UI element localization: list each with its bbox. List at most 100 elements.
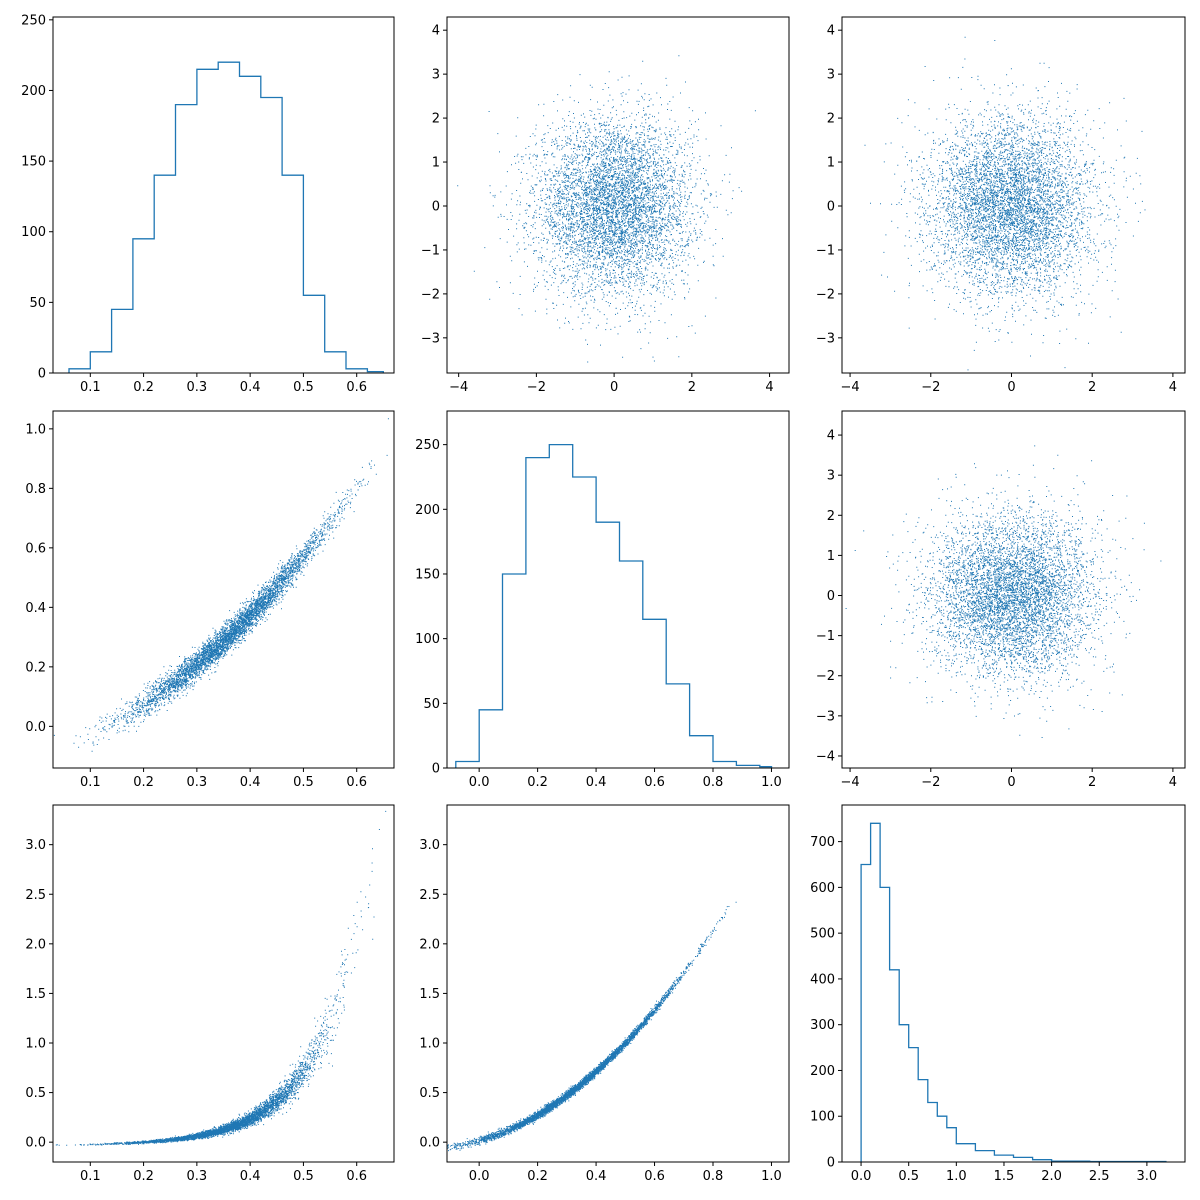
y-tick-label: 250 [415, 438, 440, 453]
x-tick-label: 2 [1088, 775, 1096, 790]
y-tick-label: 400 [810, 972, 835, 987]
x-tick-label: 0.6 [346, 380, 367, 395]
y-tick-label: 3.0 [419, 838, 440, 853]
y-tick-label: 0.0 [419, 1136, 440, 1151]
y-tick-label: 500 [810, 927, 835, 942]
x-tick-label: 0.6 [644, 775, 665, 790]
y-tick-label: 1.0 [25, 422, 46, 437]
x-tick-label: 4 [1169, 775, 1177, 790]
x-tick-label: 0.6 [346, 775, 367, 790]
x-tick-label: 0.2 [133, 775, 154, 790]
plot-area [55, 810, 387, 1146]
panel-r2c2: 0.0 0.2 0.4 0.6 0.8 1.0 0 50 100 150 200 250 [415, 410, 790, 790]
y-tick-label: 250 [21, 13, 46, 28]
y-tick-label: 1 [432, 156, 440, 171]
panel-r3c2: 0.0 0.2 0.4 0.6 0.8 1.0 0.0 0.5 1.0 1.5 2.0 2.5 3.0 [419, 804, 790, 1184]
scatter-points [53, 418, 389, 752]
x-tick-label: 1.5 [994, 1169, 1015, 1184]
x-tick-label: 0.4 [240, 775, 261, 790]
x-tick-label: 0.5 [293, 1169, 314, 1184]
scatter-points [864, 36, 1146, 371]
y-tick-label: 3.0 [25, 838, 46, 853]
x-tick-label: 0.4 [586, 1169, 607, 1184]
y-tick-label: 1 [827, 156, 835, 171]
histogram-step-line [455, 443, 773, 768]
y-tick-label: 0 [827, 589, 835, 604]
y-tick-label: 2.0 [419, 937, 440, 952]
axes-frame [52, 804, 395, 1163]
y-tick-label: 0.5 [419, 1086, 440, 1101]
y-tick-label: −3 [816, 331, 835, 346]
x-tick-label: 0.5 [898, 1169, 919, 1184]
axes-frame [841, 16, 1186, 374]
x-tick-label: 0.2 [133, 1169, 154, 1184]
axes-frame [52, 16, 395, 374]
x-tick-label: 1.0 [946, 1169, 967, 1184]
y-tick-label: 50 [29, 296, 46, 311]
x-tick-label: 0.3 [187, 1169, 208, 1184]
y-tick-label: 200 [415, 503, 440, 518]
x-tick-label: 0.4 [240, 1169, 261, 1184]
x-tick-label: 0.3 [187, 380, 208, 395]
panel-r2c3: −4 −2 0 2 4 −4 −3 −2 −1 0 1 2 3 4 [816, 410, 1186, 790]
y-tick-label: 0 [827, 1156, 835, 1171]
axes-frame [446, 804, 790, 1163]
y-tick-label: 3 [827, 68, 835, 83]
y-tick-label: 3 [827, 469, 835, 484]
y-tick-label: 600 [810, 881, 835, 896]
y-tick-label: 0 [38, 367, 46, 382]
x-tick-label: 0.0 [469, 775, 490, 790]
x-tick-label: 2.5 [1089, 1169, 1110, 1184]
y-tick-label: 4 [827, 429, 835, 444]
x-tick-label: 4 [1169, 380, 1177, 395]
x-tick-label: 1.0 [761, 775, 782, 790]
y-tick-label: −2 [421, 287, 440, 302]
y-tick-label: 0.2 [25, 660, 46, 675]
x-tick-label: 0.2 [133, 380, 154, 395]
y-tick-label: 200 [810, 1064, 835, 1079]
x-tick-label: 0.1 [80, 380, 101, 395]
y-tick-label: 3 [432, 68, 440, 83]
x-tick-label: 0.6 [644, 1169, 665, 1184]
x-tick-label: −2 [527, 380, 546, 395]
y-tick-label: 100 [415, 632, 440, 647]
x-tick-label: −4 [449, 380, 468, 395]
x-tick-label: 0.2 [527, 775, 548, 790]
y-tick-label: 0 [432, 762, 440, 777]
x-tick-label: 2 [688, 380, 696, 395]
axes-frame [446, 410, 790, 769]
x-tick-label: 0 [1007, 380, 1015, 395]
y-tick-label: 0.0 [25, 1136, 46, 1151]
x-tick-label: 0.4 [586, 775, 607, 790]
y-tick-label: −3 [816, 709, 835, 724]
x-tick-label: 2.0 [1041, 1169, 1062, 1184]
y-tick-label: 0.0 [25, 720, 46, 735]
panel-r3c3: 0.0 0.5 1.0 1.5 2.0 2.5 3.0 0 100 200 300 400 500 600… [810, 804, 1186, 1184]
y-tick-label: 2.5 [419, 888, 440, 903]
x-tick-label: 0.0 [851, 1169, 872, 1184]
panel-r1c3: −4 −2 0 2 4 −3 −2 −1 0 1 2 3 4 [816, 16, 1186, 395]
y-tick-label: 1.5 [25, 987, 46, 1002]
x-tick-label: 0.0 [469, 1169, 490, 1184]
y-tick-label: 300 [810, 1018, 835, 1033]
x-tick-label: 2 [1088, 380, 1096, 395]
plot-area [845, 445, 1162, 738]
axes-frame [52, 410, 395, 769]
y-tick-label: 2.5 [25, 888, 46, 903]
y-tick-label: 2 [827, 112, 835, 127]
x-tick-label: 0.1 [80, 775, 101, 790]
x-tick-label: −2 [921, 775, 940, 790]
x-tick-label: 3.0 [1137, 1169, 1158, 1184]
scatter-points [845, 445, 1162, 738]
y-tick-label: 1.0 [25, 1037, 46, 1052]
plot-area [455, 443, 773, 768]
histogram-step-line [68, 61, 384, 373]
y-tick-label: −1 [816, 629, 835, 644]
x-tick-label: −4 [840, 775, 859, 790]
plot-area [860, 822, 1167, 1162]
y-tick-label: 4 [432, 24, 440, 39]
y-tick-label: 700 [810, 835, 835, 850]
y-tick-label: 1 [827, 549, 835, 564]
y-tick-label: 200 [21, 84, 46, 99]
